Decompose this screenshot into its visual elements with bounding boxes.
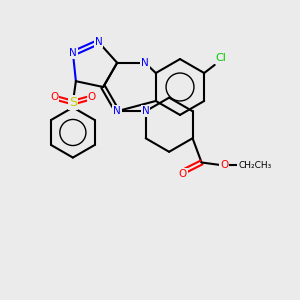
Text: N: N xyxy=(142,106,149,116)
Text: Cl: Cl xyxy=(215,53,226,63)
Text: O: O xyxy=(179,169,187,179)
Text: N: N xyxy=(94,37,102,47)
Text: N: N xyxy=(113,106,121,116)
Text: N: N xyxy=(141,58,149,68)
Text: O: O xyxy=(220,160,229,170)
Text: S: S xyxy=(69,96,77,109)
Text: O: O xyxy=(87,92,96,102)
Text: O: O xyxy=(50,92,58,102)
Text: N: N xyxy=(69,48,77,59)
Text: CH₂CH₃: CH₂CH₃ xyxy=(238,161,272,170)
